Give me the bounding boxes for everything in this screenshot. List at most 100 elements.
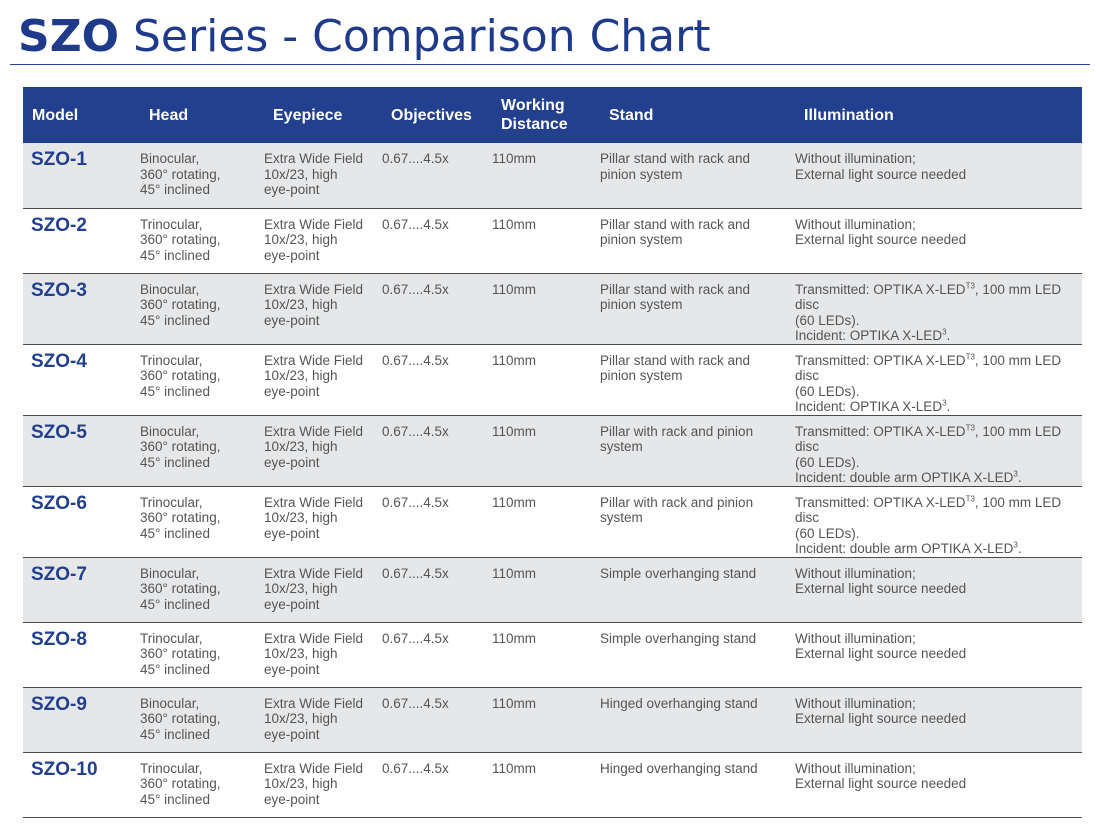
table-row: SZO-9 Binocular, 360° rotating, 45° incli… [23, 687, 1082, 753]
cell-objectives: 0.67....4.5x [382, 273, 492, 345]
cell-head: Binocular, 360° rotating, 45° inclined [140, 143, 264, 209]
cell-model: SZO-2 [23, 208, 140, 274]
cell-head: Binocular, 360° rotating, 45° inclined [140, 687, 264, 753]
cell-working-distance: 110mm [492, 344, 600, 416]
cell-model: SZO-1 [23, 143, 140, 209]
table-row: SZO-1 Binocular, 360° rotating, 45° incli… [23, 143, 1082, 209]
table-row: SZO-2 Trinocular, 360° rotating, 45° incl… [23, 208, 1082, 274]
cell-working-distance: 110mm [492, 557, 600, 623]
cell-working-distance: 110mm [492, 752, 600, 818]
cell-illumination: Without illumination; External light sou… [795, 752, 1082, 818]
cell-objectives: 0.67....4.5x [382, 752, 492, 818]
cell-illumination: Transmitted: OPTIKA X-LEDT3, 100 mm LED … [795, 415, 1082, 487]
cell-head: Trinocular, 360° rotating, 45° inclined [140, 208, 264, 274]
cell-model: SZO-4 [23, 344, 140, 416]
illumination-superscript: 3 [942, 327, 947, 337]
cell-eyepiece: Extra Wide Field 10x/23, high eye-point [264, 273, 382, 345]
header-working-distance-line2: Distance [501, 116, 568, 133]
cell-stand: Pillar with rack and pinion system [600, 486, 795, 558]
cell-model: SZO-7 [23, 557, 140, 623]
cell-head: Binocular, 360° rotating, 45° inclined [140, 415, 264, 487]
cell-stand: Pillar with rack and pinion system [600, 415, 795, 487]
illumination-text: . [946, 328, 951, 343]
cell-working-distance: 110mm [492, 273, 600, 345]
illumination-text: Transmitted: OPTIKA X-LED [795, 423, 966, 439]
cell-stand: Pillar stand with rack and pinion system [600, 344, 795, 416]
cell-eyepiece: Extra Wide Field 10x/23, high eye-point [264, 208, 382, 274]
illumination-superscript: T3 [965, 281, 975, 290]
illumination-superscript: T3 [965, 494, 975, 503]
header-model: Model [32, 106, 79, 124]
cell-model: SZO-10 [23, 752, 140, 818]
illumination-superscript: 3 [942, 398, 947, 408]
illumination-text: Transmitted: OPTIKA X-LED [795, 494, 966, 510]
cell-objectives: 0.67....4.5x [382, 557, 492, 623]
illumination-text: , 100 mm LED disc (60 LEDs). Incident: O… [795, 352, 1062, 415]
cell-objectives: 0.67....4.5x [382, 687, 492, 753]
cell-model: SZO-8 [23, 622, 140, 688]
cell-working-distance: 110mm [492, 687, 600, 753]
cell-illumination: Without illumination; External light sou… [795, 208, 1082, 274]
illumination-text: . [946, 399, 951, 414]
illumination-text: , 100 mm LED disc (60 LEDs). Incident: d… [795, 423, 1062, 486]
cell-objectives: 0.67....4.5x [382, 415, 492, 487]
cell-eyepiece: Extra Wide Field 10x/23, high eye-point [264, 557, 382, 623]
illumination-text: Without illumination; External light sou… [795, 695, 967, 727]
cell-illumination: Without illumination; External light sou… [795, 557, 1082, 623]
illumination-text: Without illumination; External light sou… [795, 216, 967, 248]
cell-stand: Hinged overhanging stand [600, 687, 795, 753]
page-title-series: SZO [18, 11, 119, 62]
cell-working-distance: 110mm [492, 208, 600, 274]
cell-eyepiece: Extra Wide Field 10x/23, high eye-point [264, 415, 382, 487]
cell-eyepiece: Extra Wide Field 10x/23, high eye-point [264, 344, 382, 416]
cell-stand: Simple overhanging stand [600, 622, 795, 688]
illumination-superscript: T3 [965, 352, 975, 361]
illumination-text: , 100 mm LED disc (60 LEDs). Incident: O… [795, 281, 1062, 344]
cell-model: SZO-9 [23, 687, 140, 753]
cell-illumination: Transmitted: OPTIKA X-LEDT3, 100 mm LED … [795, 344, 1082, 416]
table-row: SZO-3 Binocular, 360° rotating, 45° incli… [23, 273, 1082, 345]
illumination-superscript: 3 [1013, 469, 1018, 479]
cell-eyepiece: Extra Wide Field 10x/23, high eye-point [264, 752, 382, 818]
table-header-row: Model Head Eyepiece Objectives Working Di… [23, 87, 1082, 143]
illumination-text: , 100 mm LED disc (60 LEDs). Incident: d… [795, 494, 1062, 557]
table-row: SZO-7 Binocular, 360° rotating, 45° incli… [23, 557, 1082, 623]
cell-stand: Simple overhanging stand [600, 557, 795, 623]
illumination-text: Without illumination; External light sou… [795, 565, 967, 597]
table-row: SZO-5 Binocular, 360° rotating, 45° incli… [23, 415, 1082, 487]
cell-working-distance: 110mm [492, 486, 600, 558]
cell-eyepiece: Extra Wide Field 10x/23, high eye-point [264, 143, 382, 209]
cell-stand: Hinged overhanging stand [600, 752, 795, 818]
header-stand: Stand [609, 106, 654, 124]
illumination-text: Without illumination; External light sou… [795, 151, 967, 182]
header-working-distance: Working Distance [492, 87, 600, 143]
cell-head: Trinocular, 360° rotating, 45° inclined [140, 344, 264, 416]
cell-objectives: 0.67....4.5x [382, 143, 492, 209]
page-title: SZO Series - Comparison Chart [18, 10, 711, 64]
cell-objectives: 0.67....4.5x [382, 208, 492, 274]
cell-illumination: Without illumination; External light sou… [795, 143, 1082, 209]
header-illumination: Illumination [804, 106, 894, 124]
cell-illumination: Transmitted: OPTIKA X-LEDT3, 100 mm LED … [795, 486, 1082, 558]
cell-eyepiece: Extra Wide Field 10x/23, high eye-point [264, 486, 382, 558]
cell-stand: Pillar stand with rack and pinion system [600, 273, 795, 345]
cell-model: SZO-6 [23, 486, 140, 558]
illumination-text: . [1017, 470, 1022, 485]
cell-head: Trinocular, 360° rotating, 45° inclined [140, 622, 264, 688]
cell-working-distance: 110mm [492, 415, 600, 487]
illumination-text: Without illumination; External light sou… [795, 630, 967, 662]
cell-objectives: 0.67....4.5x [382, 344, 492, 416]
cell-eyepiece: Extra Wide Field 10x/23, high eye-point [264, 622, 382, 688]
table-row: SZO-10 Trinocular, 360° rotating, 45° inc… [23, 752, 1082, 818]
cell-head: Trinocular, 360° rotating, 45° inclined [140, 486, 264, 558]
page-title-rest: Series - Comparison Chart [119, 11, 711, 62]
table-row: SZO-6 Trinocular, 360° rotating, 45° incl… [23, 486, 1082, 558]
cell-stand: Pillar stand with rack and pinion system [600, 208, 795, 274]
illumination-superscript: 3 [1013, 540, 1018, 550]
cell-illumination: Without illumination; External light sou… [795, 687, 1082, 753]
illumination-text: . [1017, 541, 1022, 556]
illumination-text: Without illumination; External light sou… [795, 760, 967, 792]
cell-working-distance: 110mm [492, 143, 600, 209]
cell-model: SZO-3 [23, 273, 140, 345]
cell-illumination: Without illumination; External light sou… [795, 622, 1082, 688]
